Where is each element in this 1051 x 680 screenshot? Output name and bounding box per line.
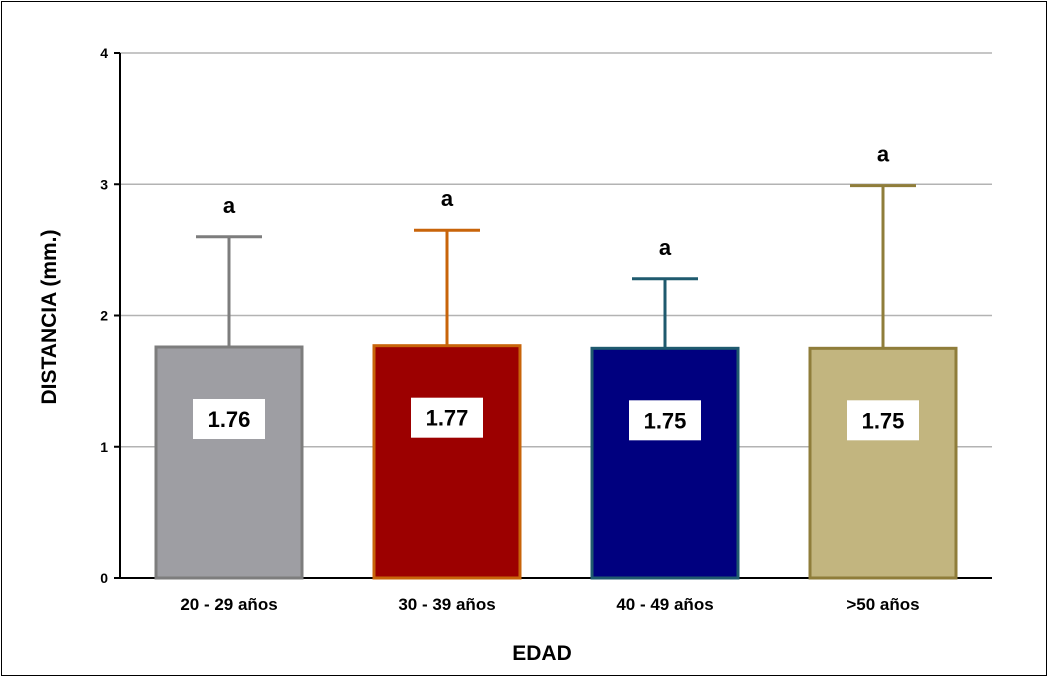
value-label: 1.77 (426, 406, 469, 431)
x-tick-label: 30 - 39 años (398, 595, 495, 614)
value-label-box (411, 397, 483, 438)
y-tick-label: 1 (100, 439, 108, 455)
significance-letter: a (441, 186, 454, 211)
y-tick-label: 4 (100, 45, 108, 61)
error-bars (196, 184, 916, 349)
bars (154, 344, 958, 580)
value-labels: 1.76 1.77 1.75 1.75 (193, 397, 919, 441)
significance-letters: a a a a (223, 142, 890, 260)
significance-letter: a (659, 235, 672, 260)
y-axis-title: DISTANCIA (mm.) (38, 230, 61, 405)
bar (372, 344, 522, 580)
y-tick-label: 0 (100, 570, 108, 586)
bar (154, 345, 304, 580)
value-label: 1.76 (208, 407, 251, 432)
value-label-box (629, 400, 701, 441)
value-label: 1.75 (862, 408, 905, 433)
value-label-box (847, 400, 919, 441)
value-label: 1.75 (644, 408, 687, 433)
bar (808, 346, 958, 580)
y-tick-label: 3 (100, 176, 108, 192)
significance-letter: a (223, 193, 236, 218)
y-tick-label: 2 (100, 308, 108, 324)
value-label-box (193, 399, 265, 439)
x-tick-label: 40 - 49 años (616, 595, 713, 614)
bar (590, 346, 740, 580)
x-tick-label: >50 años (846, 595, 919, 614)
x-tick-label: 20 - 29 años (180, 595, 277, 614)
x-axis-title: EDAD (512, 642, 572, 665)
x-tick-labels: 20 - 29 años 30 - 39 años 40 - 49 años >50 … (180, 595, 919, 614)
y-tick-labels: 0 1 2 3 4 (100, 45, 108, 586)
significance-letter: a (877, 142, 890, 167)
